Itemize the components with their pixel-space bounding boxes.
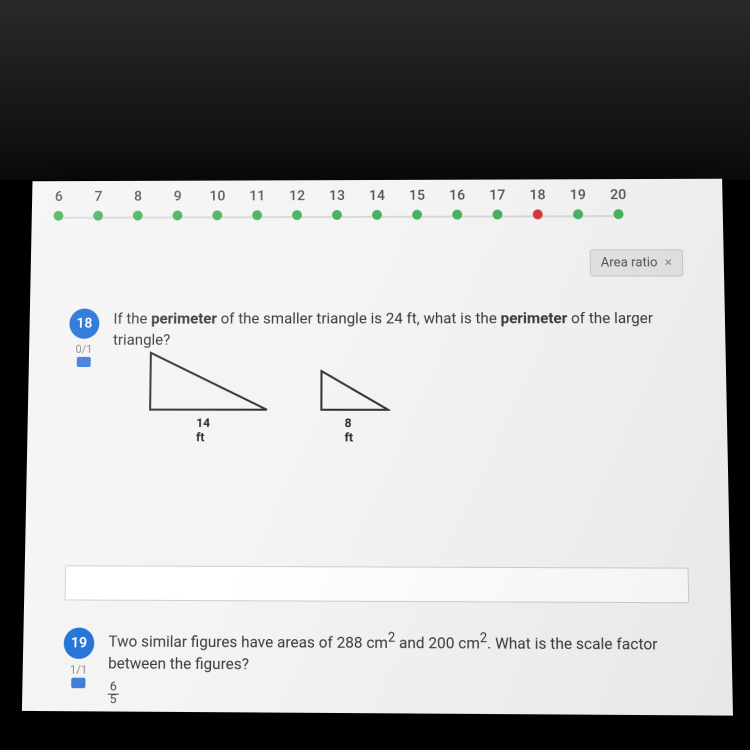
nav-number: 6 (40, 189, 78, 205)
nav-number: 11 (238, 188, 276, 204)
nav-number: 17 (478, 187, 516, 203)
nav-number: 7 (79, 189, 117, 205)
question-18: 18 0/1 If the perimeter of the smaller t… (69, 308, 685, 351)
nav-number: 14 (358, 188, 396, 204)
fraction-denominator: 5 (110, 690, 117, 706)
nav-number: 19 (559, 187, 597, 203)
nav-dot (452, 210, 462, 220)
question-score: 1/1 (65, 663, 92, 677)
question-score: 0/1 (71, 343, 97, 356)
question-number-badge[interactable]: 18 (69, 309, 99, 339)
nav-number: 8 (119, 189, 157, 205)
photo-frame: 67891011121314151617181920 Area ratio × … (0, 0, 750, 750)
close-icon[interactable]: × (665, 255, 672, 270)
question-number-badge[interactable]: 19 (64, 628, 95, 659)
question-19: 19 1/1 Two similar figures have areas of… (63, 628, 690, 679)
nav-dot (133, 211, 143, 221)
large-triangle (148, 351, 269, 412)
nav-item-20[interactable]: 20 (599, 187, 638, 219)
nav-number: 15 (398, 188, 436, 204)
question-text: Two similar figures have areas of 288 cm… (108, 628, 691, 678)
dark-background (0, 0, 750, 180)
comment-icon[interactable] (77, 357, 91, 367)
nav-dot (492, 209, 502, 219)
nav-number: 16 (438, 188, 476, 204)
nav-dot (93, 211, 103, 221)
nav-dot (613, 209, 623, 219)
nav-number: 10 (198, 188, 236, 204)
tag-label: Area ratio (601, 255, 658, 270)
nav-number: 13 (318, 188, 356, 204)
small-triangle-label: 8 ft (345, 416, 354, 445)
nav-number: 18 (518, 187, 556, 203)
nav-number: 9 (159, 189, 197, 205)
large-triangle-label: 14 ft (196, 416, 210, 445)
nav-dot (412, 210, 422, 220)
nav-number: 20 (599, 187, 638, 203)
nav-dot (533, 209, 543, 219)
comment-icon[interactable] (71, 678, 85, 689)
nav-dot (53, 211, 63, 221)
quiz-screen: 67891011121314151617181920 Area ratio × … (22, 179, 733, 716)
nav-dot (332, 210, 342, 220)
nav-dot (292, 210, 302, 220)
tag-chip[interactable]: Area ratio × (589, 249, 683, 276)
answer-fraction: 6 5 (107, 680, 118, 707)
nav-number: 12 (278, 188, 316, 204)
nav-dot (252, 210, 262, 220)
nav-dot (372, 210, 382, 220)
nav-dot (172, 210, 182, 220)
nav-dot (212, 210, 222, 220)
question-text: If the perimeter of the smaller triangle… (113, 308, 685, 351)
question-nav: 67891011121314151617181920 (39, 187, 715, 229)
nav-dot (573, 209, 583, 219)
small-triangle (319, 369, 390, 412)
answer-input[interactable] (65, 565, 690, 603)
